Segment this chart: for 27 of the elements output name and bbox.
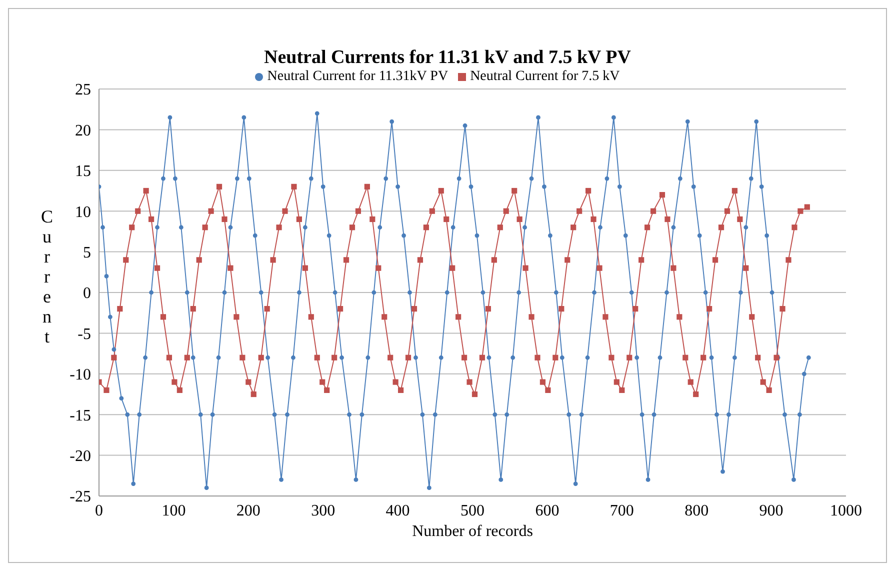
x-tick-label: 100 [162,502,186,520]
x-tick-label: 1000 [830,502,862,520]
x-tick-label: 0 [95,502,103,520]
y-tick-label: 25 [75,82,91,99]
x-tick-label: 700 [610,502,634,520]
x-tick-label: 500 [460,502,484,520]
y-tick-label: -15 [70,407,91,424]
x-tick-label: 400 [386,502,410,520]
x-tick-label: 800 [684,502,709,520]
y-tick-label: 5 [83,244,91,262]
x-tick-label: 300 [311,502,336,520]
y-tick-label: -20 [70,448,91,465]
x-tick-label: 600 [535,502,560,520]
y-tick-label: -10 [70,366,91,384]
y-axis-title: Current [40,206,54,346]
y-tick-label: 10 [75,204,91,221]
legend-label: Neutral Current for 11.31kV PV [267,69,448,84]
y-tick-label: -5 [78,326,91,343]
x-tick-label: 900 [759,502,784,520]
y-tick-label: -25 [70,488,91,506]
y-tick-label: 0 [83,285,91,302]
chart-title: Neutral Currents for 11.31 kV and 7.5 kV PV [262,47,632,69]
y-tick-label: 15 [75,163,91,180]
x-axis-title: Number of records [412,523,533,540]
y-tick-label: 20 [75,122,91,140]
legend-label: Neutral Current for 7.5 kV [470,69,620,84]
x-tick-label: 200 [236,502,260,520]
